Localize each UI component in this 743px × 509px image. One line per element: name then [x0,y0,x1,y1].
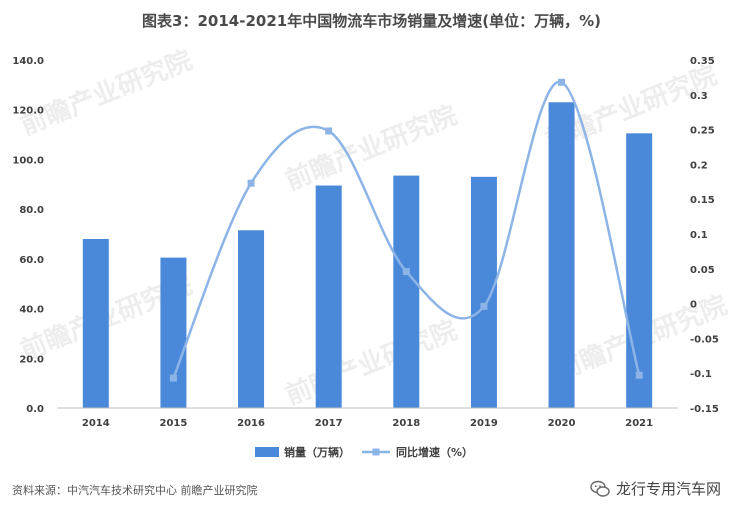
watermark-text: 前瞻产业研究院 [281,100,461,197]
y-right-tick-label: -0.05 [690,334,719,345]
x-tick-label: 2021 [625,418,653,429]
axes: 0.0 20.0 40.0 60.0 80.0 100.0 120.0 140.0 -0.15 -… [12,56,719,429]
y-left-tick-label: 100.0 [12,155,44,166]
bar-series [82,102,653,409]
y-right-tick-label: 0.35 [690,56,715,67]
y-right-tick-label: -0.1 [690,369,712,380]
growth-point-2021 [635,371,643,379]
footer: 资料来源：中汽汽车技术研究中心 前瞻产业研究院 龙行专用汽车网 [0,478,743,509]
source-note: 资料来源：中汽汽车技术研究中心 前瞻产业研究院 [12,484,258,497]
y-right-tick-label: 0 [690,300,697,311]
y-right-tick-label: 0.2 [690,160,708,171]
legend-label-line: 同比增速（%） [396,445,473,459]
growth-point-2019 [480,302,488,310]
bar-2017 [315,185,342,408]
brand-name: 龙行专用汽车网 [615,480,721,498]
y-right-tick-label: -0.15 [690,404,719,415]
bar-2020 [548,102,575,408]
y-right-tick-label: 0.1 [690,230,708,241]
x-tick-label: 2019 [470,418,498,429]
watermark-text: 前瞻产业研究院 [281,315,461,412]
y-left-tick-label: 20.0 [19,354,44,365]
growth-point-2016 [247,179,255,187]
wechat-icon [590,480,610,497]
growth-point-2018 [402,268,410,276]
x-tick-label: 2016 [237,418,265,429]
x-tick-label: 2015 [160,418,188,429]
y-left-tick-label: 0.0 [26,404,44,415]
y-right-tick-label: 0.3 [690,91,708,102]
legend: 销量（万辆） 同比增速（%） [255,445,473,459]
y-left-tick-label: 40.0 [19,305,44,316]
x-tick-label: 2014 [82,418,110,429]
growth-line-series [169,78,643,382]
growth-point-2020 [558,78,566,86]
y-left-tick-label: 140.0 [12,56,44,67]
watermark-layer: 前瞻产业研究院前瞻产业研究院前瞻产业研究院前瞻产业研究院前瞻产业研究院前瞻产业研… [16,45,731,412]
x-tick-label: 2020 [548,418,576,429]
legend-swatch-marker [372,448,380,456]
growth-point-2017 [325,127,333,135]
x-tick-label: 2018 [392,418,420,429]
legend-label-bar: 销量（万辆） [284,445,350,459]
chart-canvas: 前瞻产业研究院前瞻产业研究院前瞻产业研究院前瞻产业研究院前瞻产业研究院前瞻产业研… [12,45,731,459]
growth-point-2015 [169,374,177,382]
y-left-tick-label: 120.0 [12,106,44,117]
bar-2016 [238,230,265,408]
legend-swatch-bar [255,447,279,457]
chart-title: 图表3：2014-2021年中国物流车市场销量及增速(单位：万辆，%) [142,12,601,30]
bar-2015 [160,257,187,408]
bar-2021 [626,133,653,409]
y-left-tick-label: 80.0 [19,205,44,216]
bar-2014 [82,238,109,408]
bar-2018 [393,175,420,408]
bar-2019 [470,176,497,408]
x-tick-label: 2017 [315,418,343,429]
y-left-tick-label: 60.0 [19,255,44,266]
y-right-tick-label: 0.25 [690,126,715,137]
y-right-tick-label: 0.05 [690,265,715,276]
brand-mark: 龙行专用汽车网 [590,478,721,499]
y-right-tick-label: 0.15 [690,195,715,206]
